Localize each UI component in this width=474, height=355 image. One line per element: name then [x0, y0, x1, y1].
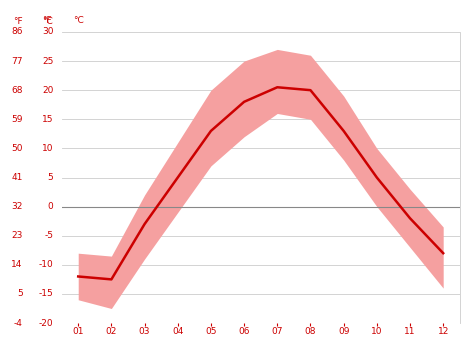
- Text: 50: 50: [11, 144, 23, 153]
- Text: 41: 41: [11, 173, 23, 182]
- Text: 77: 77: [11, 56, 23, 66]
- Text: -10: -10: [38, 260, 53, 269]
- Text: 5: 5: [47, 173, 53, 182]
- Text: 68: 68: [11, 86, 23, 95]
- Text: -15: -15: [38, 289, 53, 299]
- Text: °F: °F: [13, 17, 23, 26]
- Text: 59: 59: [11, 115, 23, 124]
- Text: 86: 86: [11, 27, 23, 37]
- Text: -20: -20: [39, 318, 53, 328]
- Text: °C: °C: [73, 16, 84, 25]
- Text: -5: -5: [44, 231, 53, 240]
- Text: 0: 0: [47, 202, 53, 211]
- Text: -4: -4: [14, 318, 23, 328]
- Text: °F: °F: [43, 16, 52, 25]
- Text: 5: 5: [17, 289, 23, 299]
- Text: 30: 30: [42, 27, 53, 37]
- Text: 14: 14: [11, 260, 23, 269]
- Text: 10: 10: [42, 144, 53, 153]
- Text: 23: 23: [11, 231, 23, 240]
- Text: °C: °C: [43, 17, 53, 26]
- Text: 15: 15: [42, 115, 53, 124]
- Text: 20: 20: [42, 86, 53, 95]
- Text: 32: 32: [11, 202, 23, 211]
- Text: 25: 25: [42, 56, 53, 66]
